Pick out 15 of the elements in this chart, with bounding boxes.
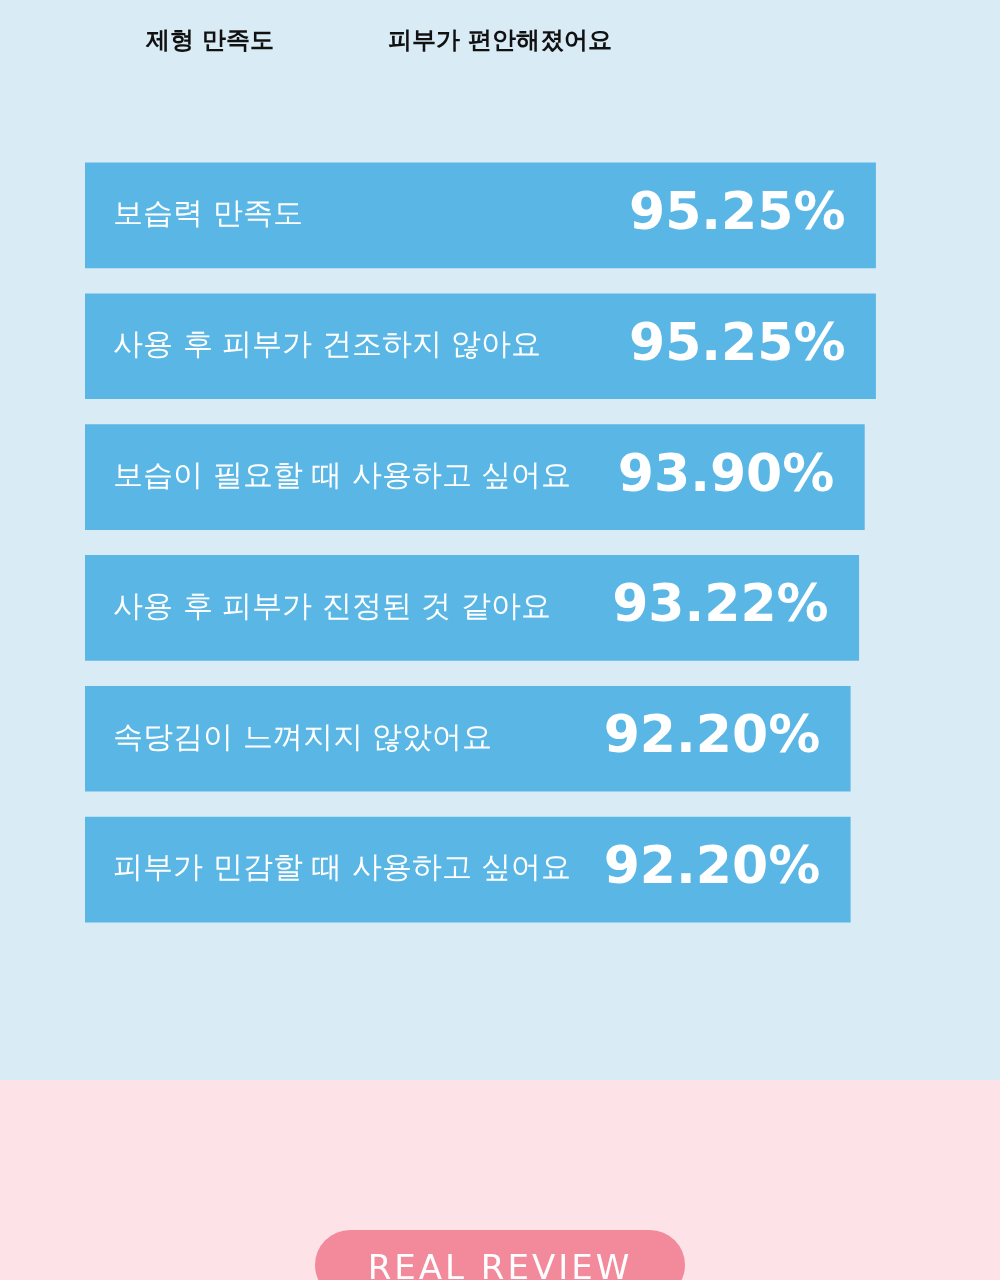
data-label: 93.22% (612, 573, 829, 634)
y-tick-label: 사용 후 피부가 건조하지 않아요 (113, 326, 542, 362)
y-tick-label: 피부가 민감할 때 사용하고 싶어요 (113, 849, 572, 885)
data-label: 92.20% (603, 835, 821, 896)
data-label: 95.25% (628, 180, 846, 241)
text: 제형 만족도 (144, 25, 276, 56)
data-label: 92.20% (603, 704, 821, 765)
data-label: 95.25% (628, 311, 846, 372)
text: 피부가 편안해졌어요 (386, 25, 614, 56)
data-label: 93.90% (617, 442, 835, 503)
text: REAL REVIEW (315, 1230, 685, 1280)
y-tick-label: 보습력 만족도 (113, 195, 303, 231)
y-tick-label: 속당김이 느껴지지 않았어요 (113, 718, 493, 754)
y-tick-label: 보습이 필요할 때 사용하고 싶어요 (113, 456, 572, 492)
y-tick-label: 사용 후 피부가 진정된 것 같아요 (113, 587, 551, 623)
